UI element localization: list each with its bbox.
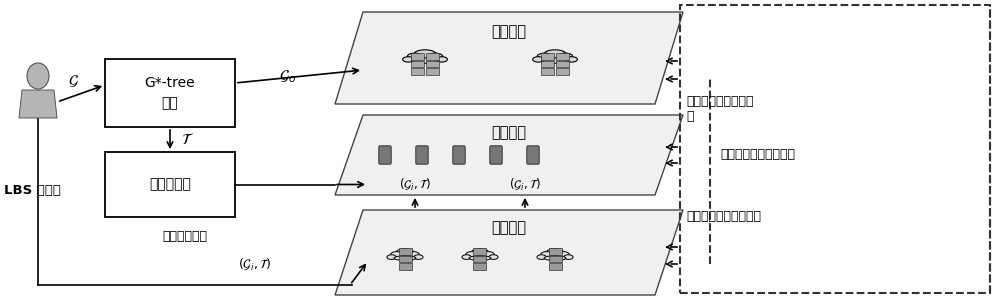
Ellipse shape (558, 252, 569, 257)
Ellipse shape (436, 57, 447, 62)
Bar (548, 248, 562, 255)
Text: 雾服务器: 雾服务器 (492, 220, 526, 235)
FancyBboxPatch shape (416, 146, 428, 164)
Bar (426, 53, 439, 60)
Bar (105, 152, 235, 217)
Text: $(\mathcal{G}_i, \mathcal{T})$: $(\mathcal{G}_i, \mathcal{T})$ (509, 177, 541, 193)
Text: LBS 提供商: LBS 提供商 (4, 184, 61, 198)
Polygon shape (335, 115, 683, 195)
Ellipse shape (394, 256, 416, 260)
Ellipse shape (471, 249, 489, 256)
Text: $\mathcal{T}$: $\mathcal{T}$ (181, 132, 194, 147)
Ellipse shape (462, 255, 471, 260)
Bar (541, 61, 554, 67)
Text: 实时路况数据: 实时路况数据 (162, 230, 208, 242)
Ellipse shape (564, 255, 573, 260)
Ellipse shape (544, 50, 566, 58)
Ellipse shape (541, 58, 569, 63)
Ellipse shape (483, 252, 494, 257)
Text: 静态路径规划中的交互: 静态路径规划中的交互 (686, 210, 761, 223)
Bar (556, 53, 569, 60)
Polygon shape (19, 90, 57, 118)
Ellipse shape (469, 256, 491, 260)
Text: $(\mathcal{G}_i, \mathcal{T})$: $(\mathcal{G}_i, \mathcal{T})$ (238, 257, 272, 273)
Bar (474, 248, 486, 255)
FancyBboxPatch shape (527, 146, 539, 164)
Ellipse shape (533, 57, 544, 62)
Polygon shape (335, 12, 683, 104)
Text: 智能路径规划中的交互: 智能路径规划中的交互 (720, 149, 795, 161)
Bar (474, 256, 486, 262)
Text: $\mathcal{G}$: $\mathcal{G}$ (68, 73, 78, 89)
Bar (398, 248, 412, 255)
Ellipse shape (403, 57, 414, 62)
Text: $\mathcal{G}_o$: $\mathcal{G}_o$ (279, 69, 297, 85)
FancyBboxPatch shape (453, 146, 465, 164)
Bar (548, 256, 562, 262)
Ellipse shape (558, 53, 573, 60)
FancyBboxPatch shape (490, 146, 502, 164)
Bar (556, 61, 569, 67)
Ellipse shape (466, 252, 477, 257)
Bar (541, 68, 554, 75)
Ellipse shape (489, 255, 498, 260)
Bar (474, 263, 486, 270)
Ellipse shape (27, 63, 49, 89)
Bar (105, 59, 235, 127)
Bar (548, 263, 562, 270)
Ellipse shape (537, 53, 552, 60)
Text: G*-tree
构建: G*-tree 构建 (145, 76, 195, 110)
Ellipse shape (396, 249, 414, 256)
Text: 云服务器: 云服务器 (492, 24, 526, 39)
Text: 移动用户: 移动用户 (492, 125, 526, 140)
Bar (411, 61, 424, 67)
Bar (680, 5, 990, 293)
Ellipse shape (544, 256, 566, 260)
Text: 静态路径规划中的交
互: 静态路径规划中的交 互 (686, 95, 754, 123)
Bar (411, 53, 424, 60)
Ellipse shape (414, 255, 423, 260)
FancyBboxPatch shape (379, 146, 391, 164)
Text: 叶节点分解: 叶节点分解 (149, 178, 191, 191)
Polygon shape (335, 210, 683, 295)
Bar (426, 68, 439, 75)
Bar (556, 68, 569, 75)
Bar (398, 256, 412, 262)
Ellipse shape (407, 53, 422, 60)
Ellipse shape (391, 252, 402, 257)
Bar (541, 53, 554, 60)
Ellipse shape (566, 57, 577, 62)
Ellipse shape (428, 53, 443, 60)
Ellipse shape (408, 252, 419, 257)
Bar (398, 263, 412, 270)
Bar (411, 68, 424, 75)
Text: $(\mathcal{G}_i, \mathcal{T})$: $(\mathcal{G}_i, \mathcal{T})$ (399, 177, 431, 193)
Ellipse shape (414, 50, 436, 58)
Ellipse shape (411, 58, 439, 63)
Ellipse shape (541, 252, 552, 257)
Ellipse shape (537, 255, 546, 260)
Ellipse shape (387, 255, 396, 260)
Ellipse shape (546, 249, 564, 256)
Bar (426, 61, 439, 67)
